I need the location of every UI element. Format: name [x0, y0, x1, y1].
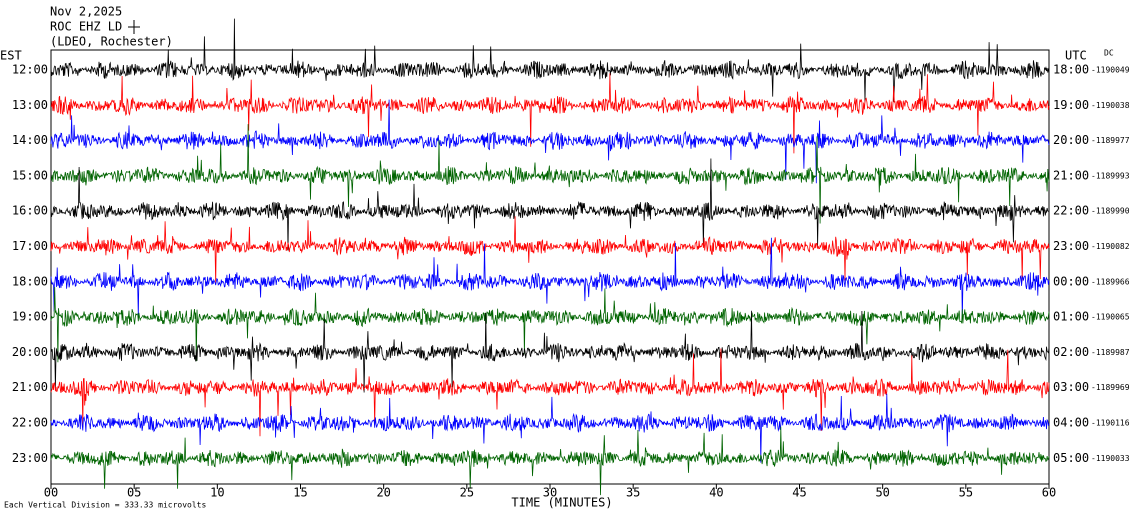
- x-tick-label: 60: [1042, 486, 1056, 500]
- offset: -1190116: [1091, 419, 1130, 428]
- offset: -1189966: [1091, 277, 1130, 286]
- x-tick-label: 50: [875, 486, 889, 500]
- trace: [50, 286, 1050, 363]
- trace: [50, 73, 1050, 154]
- trace: [50, 18, 1050, 103]
- trace: [50, 348, 1050, 437]
- offset: -1190038: [1091, 101, 1130, 110]
- left-time: 18:00: [12, 274, 48, 288]
- trace: [50, 124, 1050, 224]
- footer: Each Vertical Division = 333.33 microvol…: [4, 501, 206, 510]
- left-time: 16:00: [12, 204, 48, 218]
- trace: [50, 216, 1050, 285]
- traces: [50, 18, 1050, 496]
- offset: -1189987: [1091, 348, 1130, 357]
- offset: -1189993: [1091, 171, 1130, 180]
- x-tick-label: 20: [376, 486, 390, 500]
- offset: -1190065: [1091, 313, 1130, 322]
- trace: [50, 99, 1050, 184]
- right-time: 00:00: [1053, 274, 1089, 288]
- right-time: 18:00: [1053, 63, 1089, 77]
- trace: [50, 237, 1050, 320]
- x-tick-label: 55: [959, 486, 973, 500]
- x-tick-label: 45: [792, 486, 806, 500]
- right-time: 03:00: [1053, 380, 1089, 394]
- x-tick-label: 10: [210, 486, 224, 500]
- right-time: 19:00: [1053, 98, 1089, 112]
- left-zone: EST: [0, 49, 22, 63]
- offset: -1189977: [1091, 136, 1130, 145]
- trace: [50, 426, 1050, 496]
- offset: -1190082: [1091, 242, 1130, 251]
- network: (LDEO, Rochester): [50, 35, 173, 49]
- left-time: 21:00: [12, 380, 48, 394]
- right-time: 01:00: [1053, 310, 1089, 324]
- x-tick-label: 15: [293, 486, 307, 500]
- offset: -1189969: [1091, 383, 1130, 392]
- left-time: 23:00: [12, 451, 48, 465]
- left-time: 20:00: [12, 345, 48, 359]
- offset: -1189990: [1091, 207, 1130, 216]
- offset: -1190049: [1091, 66, 1130, 75]
- plot-frame: [50, 49, 1050, 485]
- dc: DC: [1104, 49, 1114, 58]
- station: ROC EHZ LD: [50, 20, 122, 34]
- left-time: 13:00: [12, 98, 48, 112]
- right-time: 05:00: [1053, 451, 1089, 465]
- left-time: 19:00: [12, 310, 48, 324]
- trace: [50, 158, 1050, 251]
- x-tick-label: 35: [626, 486, 640, 500]
- right-time: 20:00: [1053, 133, 1089, 147]
- x-axis-label: TIME (MINUTES): [511, 496, 612, 510]
- right-time: 22:00: [1053, 204, 1089, 218]
- x-tick-label: 00: [44, 486, 58, 500]
- left-time: 15:00: [12, 168, 48, 182]
- x-tick-label: 25: [460, 486, 474, 500]
- left-time: 14:00: [12, 133, 48, 147]
- offset: -1190033: [1091, 454, 1130, 463]
- right-time: 23:00: [1053, 239, 1089, 253]
- right-zone: UTC: [1065, 49, 1087, 63]
- trace: [50, 393, 1050, 463]
- trace: [50, 310, 1050, 393]
- left-time: 17:00: [12, 239, 48, 253]
- x-tick-label: 30: [543, 486, 557, 500]
- right-time: 04:00: [1053, 416, 1089, 430]
- x-tick-label: 05: [127, 486, 141, 500]
- right-time: 02:00: [1053, 345, 1089, 359]
- right-time: 21:00: [1053, 168, 1089, 182]
- x-tick-label: 40: [709, 486, 723, 500]
- left-time: 22:00: [12, 416, 48, 430]
- date: Nov 2,2025: [50, 5, 122, 19]
- left-time: 12:00: [12, 63, 48, 77]
